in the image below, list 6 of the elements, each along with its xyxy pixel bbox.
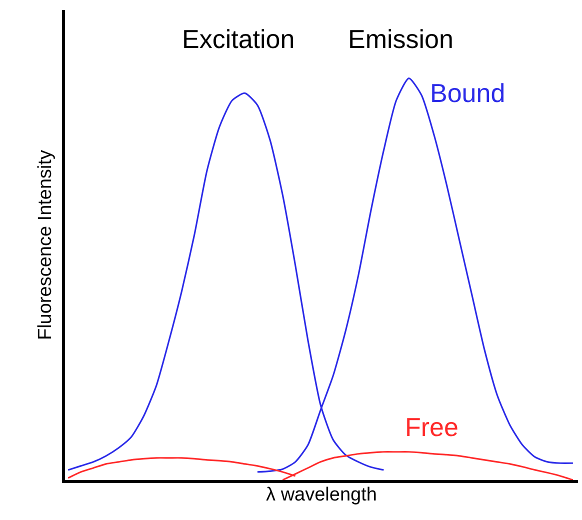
text: Excitation (182, 24, 295, 54)
series-label: Free (405, 412, 458, 442)
x-axis-title: λ wavelength (266, 484, 377, 506)
y-axis-title: Fluorescence Intensity (34, 149, 56, 340)
series-label: Bound (430, 78, 506, 108)
text: Emission (348, 24, 454, 54)
